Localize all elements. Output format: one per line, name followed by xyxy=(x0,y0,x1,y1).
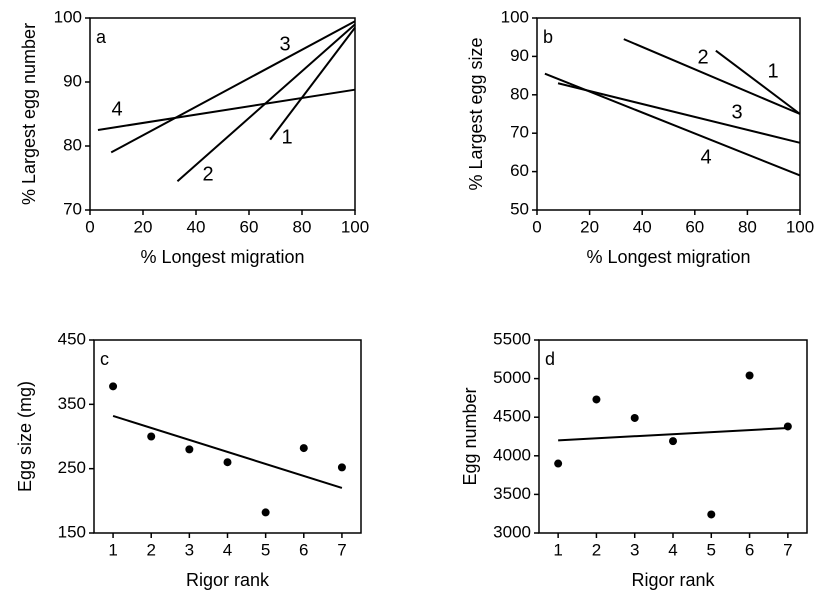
x-tick-label: 20 xyxy=(134,217,153,236)
x-tick-label: 2 xyxy=(146,540,155,559)
y-tick-label: 450 xyxy=(58,329,86,348)
data-point xyxy=(669,437,677,446)
line-label: 2 xyxy=(697,46,708,68)
y-tick-label: 3000 xyxy=(493,522,531,541)
x-tick-label: 1 xyxy=(553,540,562,559)
plot-frame xyxy=(538,339,808,534)
plot-frame xyxy=(93,339,362,534)
x-axis-label: Rigor rank xyxy=(186,570,270,590)
x-tick-label: 40 xyxy=(187,217,206,236)
x-tick-label: 80 xyxy=(293,217,312,236)
panel-label: d xyxy=(545,349,555,369)
data-point xyxy=(554,459,563,468)
x-tick-label: 5 xyxy=(261,540,270,559)
y-axis-label: % Largest egg size xyxy=(466,37,486,190)
data-point xyxy=(223,458,232,467)
x-tick-label: 20 xyxy=(580,217,599,236)
series-line xyxy=(715,49,801,115)
series-line xyxy=(544,72,801,177)
panel-label: c xyxy=(100,349,109,369)
y-tick-label: 4000 xyxy=(493,445,531,464)
x-tick-label: 6 xyxy=(299,540,308,559)
line-label: 4 xyxy=(111,98,122,120)
x-tick-label: 3 xyxy=(630,540,639,559)
x-tick-label: 7 xyxy=(783,540,792,559)
series-line xyxy=(557,82,801,144)
x-tick-label: 100 xyxy=(786,217,814,236)
data-point xyxy=(109,382,118,391)
x-tick-label: 7 xyxy=(337,540,346,559)
x-tick-label: 1 xyxy=(108,540,117,559)
x-tick-label: 2 xyxy=(592,540,601,559)
y-axis-label: Egg size (mg) xyxy=(15,381,35,492)
line-label: 1 xyxy=(281,126,292,148)
trend-line xyxy=(558,427,788,442)
x-tick-label: 0 xyxy=(85,217,94,236)
data-point xyxy=(185,445,194,454)
series-line xyxy=(110,20,356,154)
x-tick-label: 4 xyxy=(223,540,232,559)
y-axis-label: % Largest egg number xyxy=(19,23,39,205)
y-tick-label: 3500 xyxy=(493,484,531,503)
x-axis-label: Rigor rank xyxy=(631,570,715,590)
y-tick-label: 60 xyxy=(510,161,529,180)
y-tick-label: 5500 xyxy=(493,329,531,348)
y-tick-label: 80 xyxy=(63,135,82,154)
x-tick-label: 100 xyxy=(341,217,369,236)
data-point xyxy=(745,371,754,380)
x-tick-label: 5 xyxy=(707,540,716,559)
x-axis-label: % Longest migration xyxy=(140,247,304,267)
data-point xyxy=(783,422,792,431)
panel-label: a xyxy=(96,27,107,47)
x-axis-label: % Longest migration xyxy=(586,247,750,267)
y-tick-label: 70 xyxy=(63,199,82,218)
x-tick-label: 6 xyxy=(745,540,754,559)
x-tick-label: 40 xyxy=(633,217,652,236)
panel-label: b xyxy=(543,27,553,47)
series-line xyxy=(97,88,356,131)
data-point xyxy=(299,444,308,453)
x-tick-label: 60 xyxy=(685,217,704,236)
y-axis-label: Egg number xyxy=(460,387,480,485)
y-tick-label: 100 xyxy=(54,7,82,26)
data-point xyxy=(592,395,601,404)
y-tick-label: 150 xyxy=(58,522,86,541)
x-tick-label: 80 xyxy=(738,217,757,236)
y-tick-label: 90 xyxy=(63,71,82,90)
series-line xyxy=(623,38,801,115)
y-tick-label: 80 xyxy=(510,84,529,103)
line-label: 4 xyxy=(700,146,711,168)
y-tick-label: 50 xyxy=(510,199,529,218)
data-point xyxy=(630,413,639,422)
data-point xyxy=(147,432,156,441)
data-point xyxy=(707,510,716,519)
y-tick-label: 5000 xyxy=(493,368,531,387)
series-line xyxy=(269,26,356,141)
x-tick-label: 60 xyxy=(240,217,259,236)
line-label: 3 xyxy=(279,33,290,55)
y-tick-label: 350 xyxy=(58,394,86,413)
x-tick-label: 0 xyxy=(532,217,541,236)
trend-line xyxy=(112,414,343,489)
plot-frame xyxy=(536,17,801,211)
y-tick-label: 70 xyxy=(510,123,529,142)
y-tick-label: 100 xyxy=(501,7,529,26)
y-tick-label: 250 xyxy=(58,458,86,477)
data-point xyxy=(261,508,270,517)
line-label: 1 xyxy=(767,60,778,82)
x-tick-label: 4 xyxy=(668,540,677,559)
line-label: 2 xyxy=(202,163,213,185)
plot-frame xyxy=(89,17,356,211)
data-point xyxy=(337,463,346,472)
y-tick-label: 4500 xyxy=(493,407,531,426)
x-tick-label: 3 xyxy=(185,540,194,559)
line-label: 3 xyxy=(731,101,742,123)
y-tick-label: 90 xyxy=(510,46,529,65)
